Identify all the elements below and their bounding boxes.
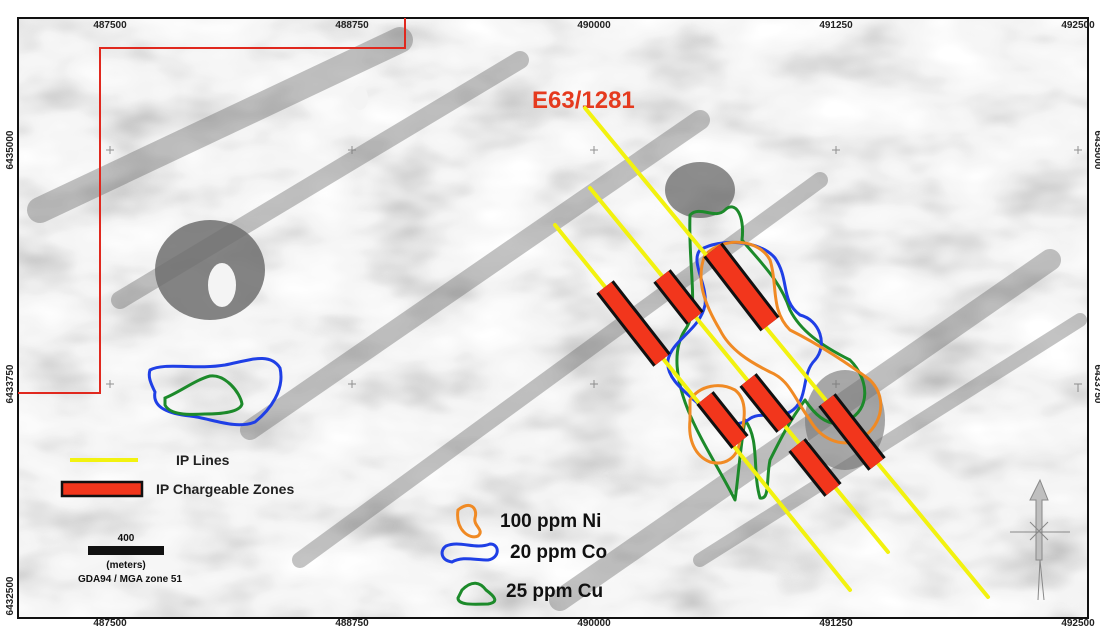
tenement-boundary xyxy=(18,18,406,394)
ip-zones-swatch xyxy=(60,480,144,498)
scale-bar-value: 400 xyxy=(118,533,135,544)
y-tick-right: 6433750 xyxy=(1092,365,1100,404)
scale-bar-unit: (meters) xyxy=(106,560,145,571)
x-tick-top: 492500 xyxy=(1061,20,1095,31)
x-tick-bottom: 491250 xyxy=(819,618,853,629)
ip-zone xyxy=(655,271,702,323)
x-tick-labels-bottom: 487500 488750 490000 491250 492500 xyxy=(93,618,1095,629)
scale-bar-graphic xyxy=(88,546,164,555)
x-tick-labels-top: 487500 488750 490000 491250 492500 xyxy=(93,20,1095,31)
ip-zone xyxy=(820,395,884,469)
x-tick-top: 491250 xyxy=(819,20,853,31)
ip-zone xyxy=(790,440,840,495)
ip-zones-legend-label: IP Chargeable Zones xyxy=(156,481,294,497)
co-swatch xyxy=(440,542,499,564)
ni-legend-label: 100 ppm Ni xyxy=(500,511,601,532)
magnetic-image xyxy=(18,18,1088,618)
north-arrow-icon xyxy=(1010,478,1070,601)
y-tick-labels-right: 6435000 6433750 xyxy=(1092,131,1100,404)
co-anomaly-west xyxy=(147,357,283,427)
cu-swatch xyxy=(456,581,497,606)
cu-anomaly-west xyxy=(163,374,244,416)
projection-label: GDA94 / MGA zone 51 xyxy=(78,574,183,585)
ip-lines-legend-label: IP Lines xyxy=(176,452,230,468)
y-tick-left: 6433750 xyxy=(5,364,16,403)
ip-zone xyxy=(698,393,747,447)
ip-zone xyxy=(741,374,792,432)
ip-chargeable-zones xyxy=(596,242,886,497)
x-tick-bottom: 492500 xyxy=(1061,618,1095,629)
ip-zone xyxy=(705,244,778,330)
legend-geochem: 100 ppm Ni 20 ppm Co 25 ppm Cu xyxy=(440,504,607,606)
scale-bar: 400 (meters) GDA94 / MGA zone 51 xyxy=(78,533,183,585)
x-tick-top: 488750 xyxy=(335,20,369,31)
map-frame xyxy=(17,17,1089,619)
x-tick-top: 487500 xyxy=(93,20,127,31)
y-tick-left: 6435000 xyxy=(5,130,16,169)
cu-legend-label: 25 ppm Cu xyxy=(506,581,603,602)
legend-ip: IP Lines IP Chargeable Zones xyxy=(60,452,294,498)
x-tick-bottom: 487500 xyxy=(93,618,127,629)
x-tick-top: 490000 xyxy=(577,20,611,31)
grid-crosses xyxy=(106,146,1082,392)
x-tick-bottom: 490000 xyxy=(577,618,611,629)
tenement-label: E63/1281 xyxy=(532,87,635,114)
cu-anomaly-east xyxy=(675,205,867,502)
co-legend-label: 20 ppm Co xyxy=(510,542,607,563)
y-tick-right: 6435000 xyxy=(1092,131,1100,170)
ni-swatch xyxy=(456,504,482,539)
y-tick-labels-left: 6435000 6433750 6432500 xyxy=(5,130,16,615)
y-tick-left: 6432500 xyxy=(5,576,16,615)
x-tick-bottom: 488750 xyxy=(335,618,369,629)
ip-zone xyxy=(598,282,669,365)
ip-line xyxy=(583,106,990,599)
ip-line xyxy=(588,186,890,554)
